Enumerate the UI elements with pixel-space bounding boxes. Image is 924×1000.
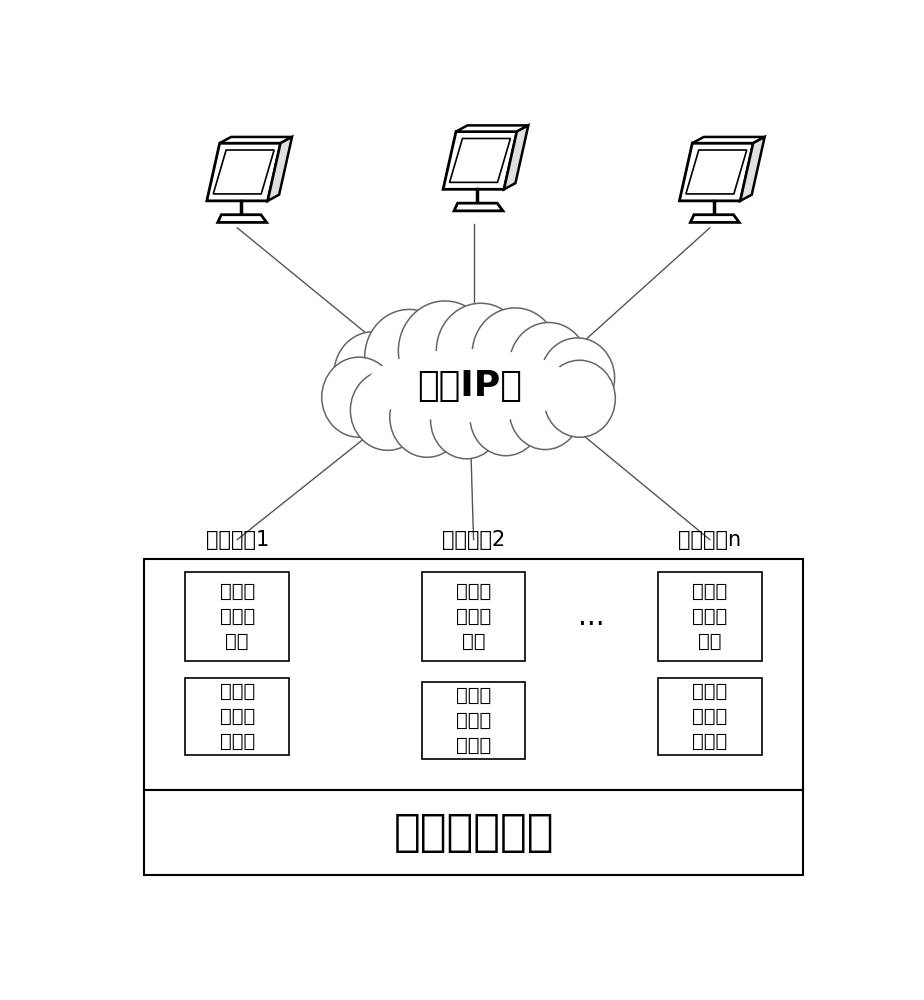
Circle shape — [365, 309, 454, 405]
Circle shape — [334, 332, 413, 416]
Text: 并行文
件系统
客户端: 并行文 件系统 客户端 — [692, 682, 727, 751]
Polygon shape — [690, 215, 739, 222]
Text: 存储系
统代理
程序: 存储系 统代理 程序 — [692, 582, 727, 651]
Circle shape — [470, 379, 541, 456]
Circle shape — [322, 357, 396, 437]
FancyBboxPatch shape — [658, 572, 761, 661]
Polygon shape — [686, 150, 747, 194]
Text: 存储系
统代理
程序: 存储系 统代理 程序 — [220, 582, 255, 651]
Circle shape — [390, 377, 464, 457]
Text: 并行文件系统: 并行文件系统 — [394, 811, 553, 854]
Circle shape — [541, 338, 614, 418]
Polygon shape — [268, 137, 292, 201]
Text: 接口节点1: 接口节点1 — [206, 530, 269, 550]
FancyBboxPatch shape — [421, 682, 526, 759]
Circle shape — [436, 303, 525, 399]
Text: 并行文
件系统
客户端: 并行文 件系统 客户端 — [220, 682, 255, 751]
Text: 存储系
统代理
程序: 存储系 统代理 程序 — [456, 582, 492, 651]
Circle shape — [472, 308, 558, 400]
Ellipse shape — [366, 349, 574, 422]
Circle shape — [350, 370, 425, 450]
Text: 并行文
件系统
客户端: 并行文 件系统 客户端 — [456, 686, 492, 755]
Text: 接口节点2: 接口节点2 — [442, 530, 505, 550]
Circle shape — [543, 360, 615, 437]
FancyBboxPatch shape — [658, 678, 761, 755]
Polygon shape — [444, 132, 517, 189]
FancyBboxPatch shape — [186, 678, 289, 755]
Circle shape — [509, 323, 588, 407]
Circle shape — [398, 301, 492, 401]
FancyBboxPatch shape — [421, 572, 526, 661]
FancyBboxPatch shape — [186, 572, 289, 661]
Polygon shape — [207, 143, 281, 201]
Polygon shape — [740, 137, 765, 201]
Polygon shape — [218, 215, 267, 222]
Circle shape — [431, 382, 503, 459]
FancyBboxPatch shape — [144, 790, 803, 875]
Polygon shape — [220, 137, 292, 143]
Polygon shape — [213, 150, 274, 194]
Polygon shape — [504, 125, 529, 189]
Polygon shape — [679, 143, 753, 201]
Polygon shape — [450, 138, 510, 182]
Text: ...: ... — [578, 603, 605, 631]
FancyBboxPatch shape — [144, 559, 803, 790]
Text: 接口节点n: 接口节点n — [678, 530, 741, 550]
Polygon shape — [456, 125, 529, 132]
Circle shape — [509, 373, 581, 450]
Polygon shape — [454, 203, 503, 211]
Polygon shape — [692, 137, 765, 143]
Text: 虚拟IP池: 虚拟IP池 — [418, 369, 522, 403]
